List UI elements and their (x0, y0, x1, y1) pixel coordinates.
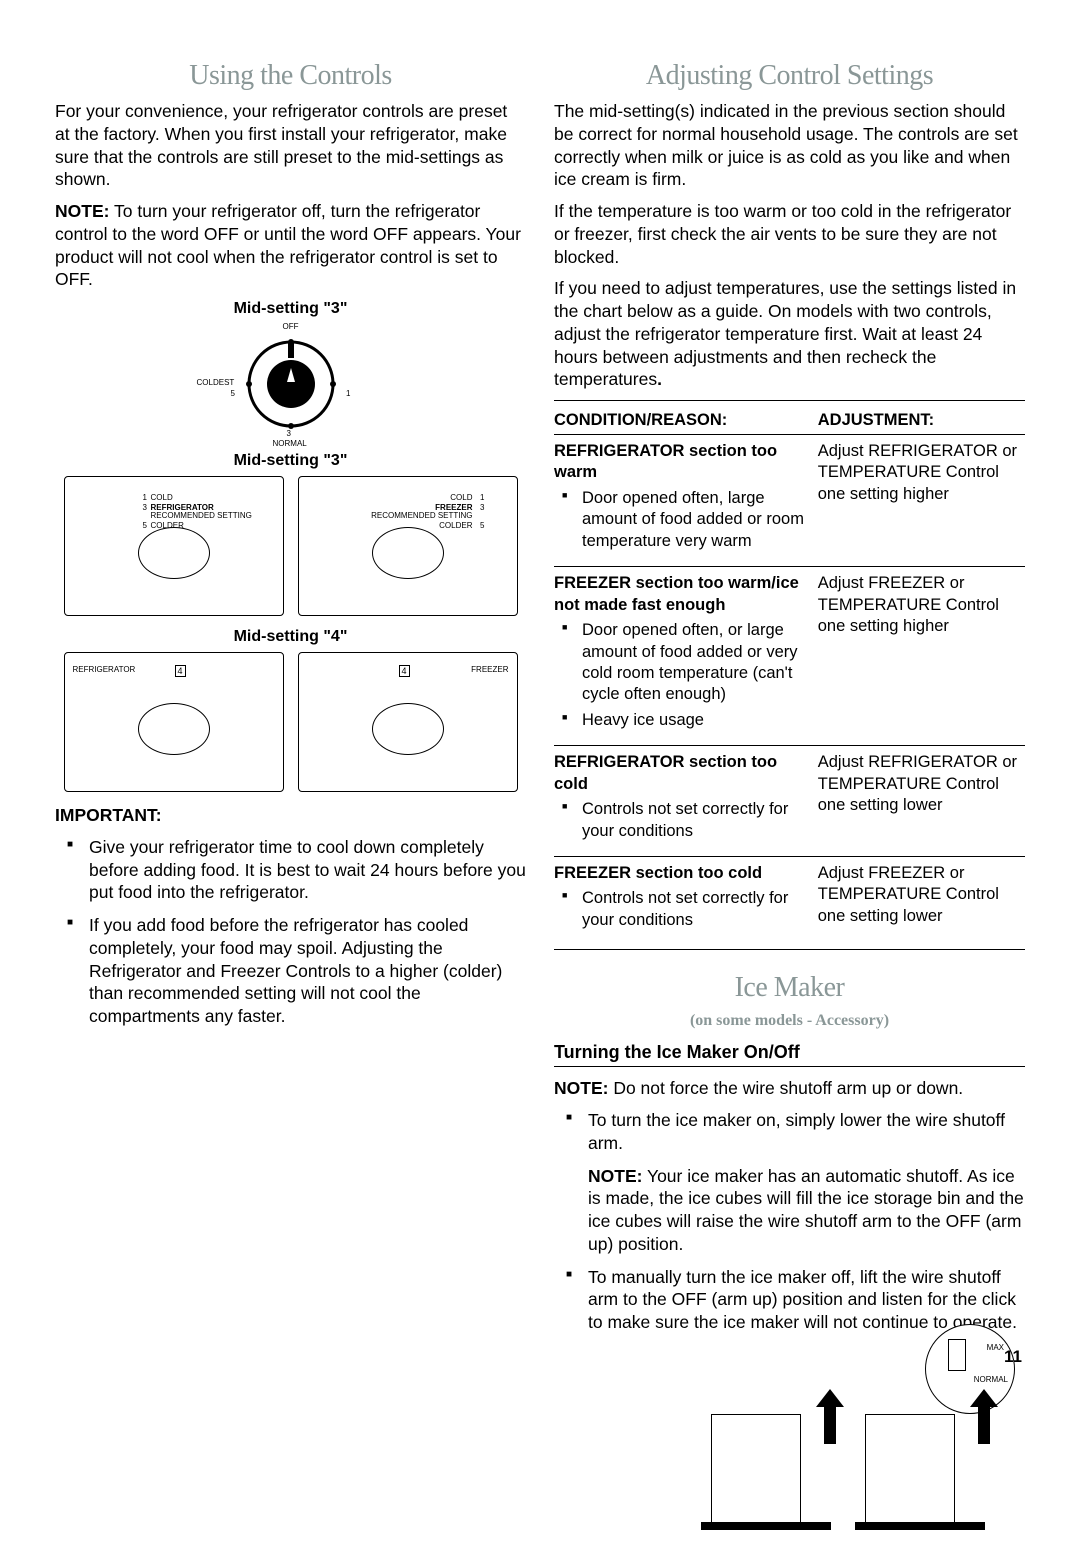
slider-diagram-4: REFRIGERATOR 4 FREEZER 4 (55, 652, 526, 792)
slider-4-right: FREEZER 4 (298, 652, 518, 792)
th-adjustment: ADJUSTMENT: (818, 405, 1025, 434)
ice-item: To turn the ice maker on, simply lower t… (566, 1109, 1025, 1256)
ice-title: Ice Maker (554, 972, 1025, 1004)
important-label: IMPORTANT: (55, 804, 526, 827)
ice-unit-right: MAX NORMAL (855, 1354, 995, 1524)
table-row: FREEZER section too warm/ice not made fa… (554, 567, 1025, 745)
caption-1: Mid-setting "3" (55, 300, 526, 318)
caption-3: Mid-setting "4" (55, 628, 526, 646)
ice-list: To turn the ice maker on, simply lower t… (566, 1109, 1025, 1334)
right-p2: If the temperature is too warm or too co… (554, 200, 1025, 268)
important-item: Give your refrigerator time to cool down… (67, 836, 526, 904)
table-row: REFRIGERATOR section too warm Door opene… (554, 435, 1025, 566)
right-p3: If you need to adjust temperatures, use … (554, 277, 1025, 391)
dial-coldest: COLDEST (197, 378, 235, 387)
left-intro: For your convenience, your refrigerator … (55, 100, 526, 191)
dial-diagram: OFF COLDEST 5 1 3 NORMAL (231, 324, 351, 444)
caption-2: Mid-setting "3" (55, 452, 526, 470)
note-text: To turn your refrigerator off, turn the … (55, 201, 521, 289)
slider-diagram-3: 1 COLD 3 REFRIGERATOR RECOMMENDED SETTIN… (55, 476, 526, 616)
slider-4-left: REFRIGERATOR 4 (64, 652, 284, 792)
page-number: 11 (1004, 1347, 1022, 1367)
right-title: Adjusting Control Settings (554, 60, 1025, 92)
slider-3-right: 1 COLD 3 FREEZER RECOMMENDED SETTING 5 C… (298, 476, 518, 616)
dial-1: 1 (346, 389, 350, 398)
left-title: Using the Controls (55, 60, 526, 92)
dial-off: OFF (283, 322, 299, 331)
dial-normal: NORMAL (273, 439, 307, 448)
important-list: Give your refrigerator time to cool down… (67, 836, 526, 1028)
right-column: Adjusting Control Settings The mid-setti… (554, 60, 1025, 1564)
important-item: If you add food before the refrigerator … (67, 914, 526, 1028)
th-condition: CONDITION/REASON: (554, 405, 818, 434)
ice-item: To manually turn the ice maker off, lift… (566, 1266, 1025, 1334)
right-p1: The mid-setting(s) indicated in the prev… (554, 100, 1025, 191)
ice-subtitle: (on some models - Accessory) (554, 1012, 1025, 1030)
ice-note: NOTE: Do not force the wire shutoff arm … (554, 1077, 1025, 1100)
table-top-rule (554, 400, 1025, 401)
left-column: Using the Controls For your convenience,… (55, 60, 526, 1564)
ice-maker-diagram: MAX NORMAL (554, 1354, 1025, 1564)
table-row: FREEZER section too cold Controls not se… (554, 857, 1025, 945)
dial-3: 3 (287, 429, 291, 438)
ice-section-head: Turning the Ice Maker On/Off (554, 1042, 1025, 1067)
adjustment-table: CONDITION/REASON: ADJUSTMENT: REFRIGERAT… (554, 405, 1025, 945)
table-bottom-rule (554, 949, 1025, 950)
dial-5: 5 (231, 389, 235, 398)
note-label: NOTE: (55, 201, 109, 221)
table-row: REFRIGERATOR section too cold Controls n… (554, 746, 1025, 856)
slider-3-left: 1 COLD 3 REFRIGERATOR RECOMMENDED SETTIN… (64, 476, 284, 616)
ice-unit-left (701, 1354, 841, 1524)
left-note: NOTE: To turn your refrigerator off, tur… (55, 200, 526, 291)
